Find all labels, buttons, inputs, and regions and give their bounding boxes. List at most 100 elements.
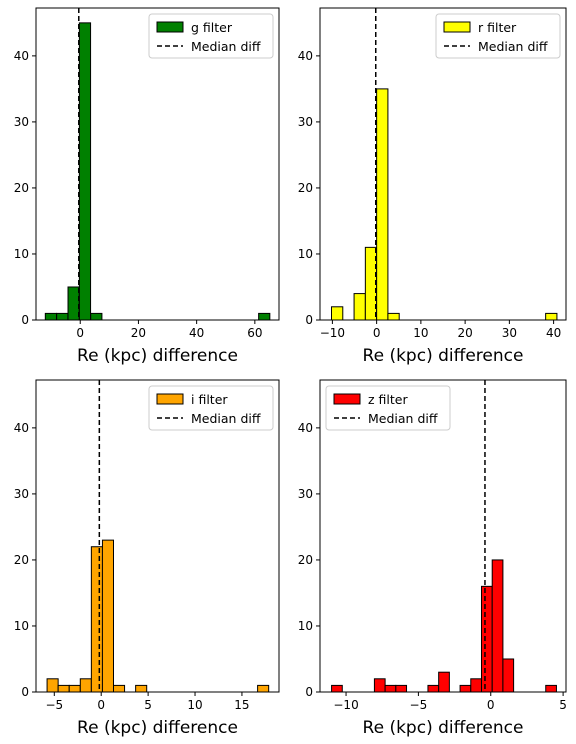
x-tick-label: 0 xyxy=(373,326,381,340)
y-tick-label: 10 xyxy=(298,247,313,261)
x-axis-label: Re (kpc) difference xyxy=(363,718,524,738)
histogram-bar xyxy=(79,678,92,693)
x-tick-label: 0 xyxy=(97,698,105,712)
histogram-bar xyxy=(427,684,440,693)
histogram-bar xyxy=(502,658,515,693)
x-axis-label: Re (kpc) difference xyxy=(363,346,524,366)
y-tick-label: 40 xyxy=(14,421,29,435)
x-tick-label: −10 xyxy=(320,326,345,340)
histogram-bar xyxy=(373,678,386,693)
histogram-bar xyxy=(470,678,482,693)
y-tick-label: 30 xyxy=(298,487,313,501)
histogram-bar xyxy=(67,286,80,321)
axes-frame xyxy=(319,379,567,693)
x-tick-label: −5 xyxy=(45,698,63,712)
histogram-bar xyxy=(46,678,59,693)
x-tick-label: 15 xyxy=(234,698,249,712)
legend-swatch xyxy=(333,393,361,405)
legend-swatch xyxy=(156,393,184,405)
histogram-bar xyxy=(44,312,58,321)
legend: r filter Median diff xyxy=(435,13,561,59)
legend-swatch xyxy=(156,21,184,33)
x-axis-label: Re (kpc) difference xyxy=(77,718,238,738)
histogram-panel-i: −5 0 5 10 15 0 10 20 30 40 Re (kpc) difference i fi… xyxy=(14,379,280,738)
histogram-bar xyxy=(78,22,92,321)
legend: i filter Median diff xyxy=(148,385,274,431)
histogram-bar xyxy=(438,671,450,693)
legend-swatch xyxy=(443,21,471,33)
axes-frame xyxy=(319,7,567,321)
legend-median-label: Median diff xyxy=(478,39,548,54)
legend-filter-label: g filter xyxy=(191,20,233,35)
histogram-panel-g: 0 20 40 60 0 10 20 30 40 Re (kpc) difference g fil… xyxy=(14,7,280,366)
y-tick-label: 40 xyxy=(298,49,313,63)
y-tick-label: 20 xyxy=(14,181,29,195)
histogram-bar xyxy=(257,684,270,693)
y-tick-label: 0 xyxy=(305,313,313,327)
histogram-bar xyxy=(459,684,472,693)
x-tick-label: 10 xyxy=(413,326,428,340)
legend: g filter Median diff xyxy=(148,13,274,59)
histogram-bar xyxy=(56,312,69,321)
histogram-bar xyxy=(545,312,558,321)
histogram-bar xyxy=(331,306,344,321)
histogram-bar xyxy=(68,684,81,693)
y-tick-label: 30 xyxy=(298,115,313,129)
histogram-bar xyxy=(384,684,397,693)
histogram-bar xyxy=(480,585,493,693)
histogram-bar xyxy=(101,539,114,693)
histogram-bar xyxy=(90,312,103,321)
x-tick-label: 40 xyxy=(546,326,561,340)
legend: z filter Median diff xyxy=(325,385,451,431)
legend-median-label: Median diff xyxy=(368,411,438,426)
histogram-bar xyxy=(364,246,378,321)
y-tick-label: 10 xyxy=(14,619,29,633)
histogram-bar xyxy=(57,684,70,693)
x-tick-label: 5 xyxy=(144,698,152,712)
histogram-bar xyxy=(376,88,389,321)
legend-filter-label: i filter xyxy=(191,392,228,407)
y-tick-label: 20 xyxy=(298,553,313,567)
histogram-bar xyxy=(353,293,366,321)
x-tick-label: 60 xyxy=(247,326,262,340)
x-tick-label: −10 xyxy=(333,698,358,712)
x-tick-label: 0 xyxy=(76,326,84,340)
y-tick-label: 20 xyxy=(298,181,313,195)
legend-median-label: Median diff xyxy=(191,39,261,54)
x-tick-label: 0 xyxy=(487,698,495,712)
y-tick-label: 0 xyxy=(305,685,313,699)
y-tick-label: 20 xyxy=(14,553,29,567)
legend-filter-label: r filter xyxy=(478,20,517,35)
histogram-bar xyxy=(545,684,557,693)
legend-median-label: Median diff xyxy=(191,411,261,426)
legend-filter-label: z filter xyxy=(368,392,408,407)
axes-frame xyxy=(35,7,280,321)
y-tick-label: 30 xyxy=(14,115,29,129)
y-tick-label: 10 xyxy=(298,619,313,633)
histogram-bar xyxy=(395,684,408,693)
x-tick-label: 5 xyxy=(559,698,567,712)
histogram-bar xyxy=(387,312,400,321)
histogram-panel-r: −10 0 10 20 30 40 0 10 20 30 40 Re (kpc) difference… xyxy=(298,7,567,366)
x-tick-label: 10 xyxy=(187,698,202,712)
y-tick-label: 30 xyxy=(14,487,29,501)
histogram-bar xyxy=(90,546,103,693)
histogram-bar xyxy=(331,684,343,693)
x-tick-label: 20 xyxy=(131,326,146,340)
x-tick-label: 30 xyxy=(502,326,517,340)
y-tick-label: 0 xyxy=(21,685,29,699)
histogram-bar xyxy=(135,684,148,693)
histogram-panel-z: −10 −5 0 5 0 10 20 30 40 Re (kpc) difference z fil… xyxy=(298,379,567,738)
histogram-bar xyxy=(258,312,271,321)
y-tick-label: 40 xyxy=(298,421,313,435)
x-tick-label: 20 xyxy=(457,326,472,340)
x-axis-label: Re (kpc) difference xyxy=(77,346,238,366)
y-tick-label: 0 xyxy=(21,313,29,327)
histogram-bar xyxy=(112,684,126,693)
histogram-bar xyxy=(491,559,504,693)
y-tick-label: 40 xyxy=(14,49,29,63)
x-tick-label: 40 xyxy=(189,326,204,340)
y-tick-label: 10 xyxy=(14,247,29,261)
x-tick-label: −5 xyxy=(410,698,428,712)
